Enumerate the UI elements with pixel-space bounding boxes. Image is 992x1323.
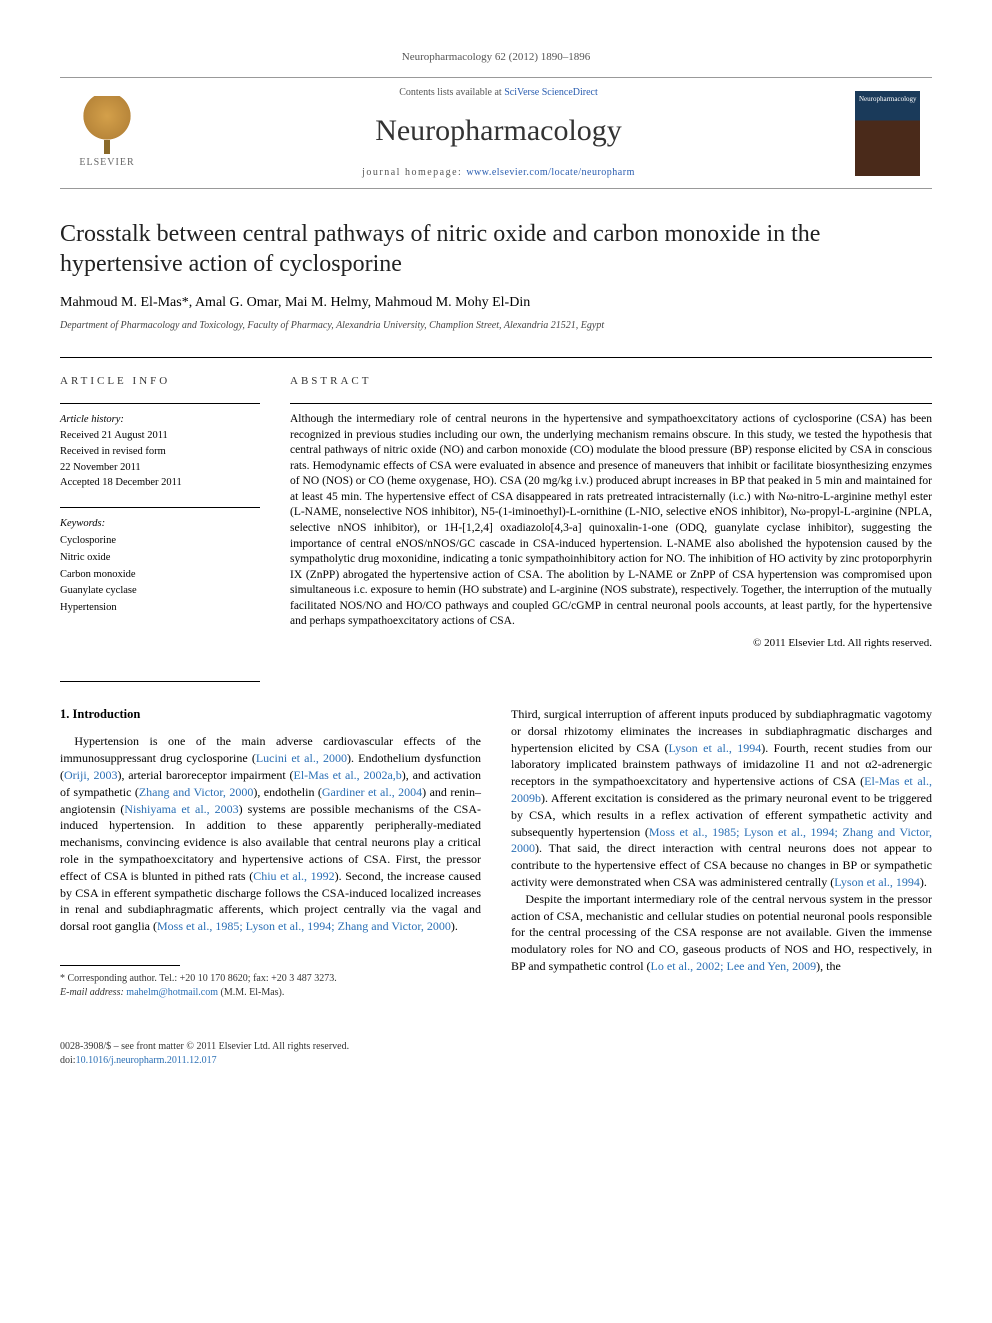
- abstract-copyright: © 2011 Elsevier Ltd. All rights reserved…: [290, 636, 932, 651]
- authors-list: Mahmoud M. El-Mas*, Amal G. Omar, Mai M.…: [60, 293, 932, 313]
- affiliation: Department of Pharmacology and Toxicolog…: [60, 319, 932, 333]
- citation-link[interactable]: Nishiyama et al., 2003: [124, 802, 238, 816]
- history-received: Received 21 August 2011: [60, 430, 168, 441]
- text-run: ), arterial baroreceptor impairment (: [117, 768, 293, 782]
- email-link[interactable]: mahelm@hotmail.com: [126, 987, 218, 998]
- journal-cover-thumbnail: Neuropharmacology: [855, 91, 920, 176]
- keyword: Guanylate cyclase: [60, 585, 137, 596]
- article-history: Article history: Received 21 August 2011…: [60, 403, 260, 491]
- publisher-name: ELSEVIER: [79, 156, 134, 170]
- journal-homepage: journal homepage: www.elsevier.com/locat…: [162, 166, 835, 180]
- homepage-label: journal homepage:: [362, 167, 466, 178]
- abstract-text: Although the intermediary role of centra…: [290, 403, 932, 629]
- doi-prefix: doi:: [60, 1055, 76, 1066]
- article-title: Crosstalk between central pathways of ni…: [60, 219, 932, 279]
- contents-availability: Contents lists available at SciVerse Sci…: [162, 86, 835, 100]
- publisher-logo: ELSEVIER: [72, 93, 142, 173]
- body-paragraph: Hypertension is one of the main adverse …: [60, 733, 481, 935]
- sciencedirect-link[interactable]: SciVerse ScienceDirect: [504, 87, 598, 98]
- keyword: Nitric oxide: [60, 552, 110, 563]
- email-label: E-mail address:: [60, 987, 126, 998]
- history-label: Article history:: [60, 412, 260, 428]
- body-paragraph: Third, surgical interruption of afferent…: [511, 706, 932, 891]
- keyword: Cyclosporine: [60, 535, 116, 546]
- issn-doi-block: 0028-3908/$ – see front matter © 2011 El…: [60, 1040, 349, 1068]
- availability-prefix: Contents lists available at: [399, 87, 504, 98]
- journal-name: Neuropharmacology: [162, 110, 835, 152]
- keyword: Hypertension: [60, 602, 117, 613]
- section-divider: [60, 681, 260, 682]
- citation-link[interactable]: Chiu et al., 1992: [253, 869, 334, 883]
- corresponding-author-footnote: * Corresponding author. Tel.: +20 10 170…: [60, 965, 481, 1000]
- doi-link[interactable]: 10.1016/j.neuropharm.2011.12.017: [76, 1055, 217, 1066]
- citation-link[interactable]: Zhang and Victor, 2000: [139, 785, 254, 799]
- citation-link[interactable]: Lucini et al., 2000: [256, 751, 347, 765]
- elsevier-tree-icon: [82, 96, 132, 146]
- email-suffix: (M.M. El-Mas).: [218, 987, 284, 998]
- abstract-heading: ABSTRACT: [290, 374, 932, 389]
- keywords-block: Keywords: Cyclosporine Nitric oxide Carb…: [60, 507, 260, 617]
- text-run: ).: [920, 875, 927, 889]
- history-revised: Received in revised form: [60, 446, 166, 457]
- section-heading: 1. Introduction: [60, 706, 481, 724]
- text-run: ).: [451, 919, 458, 933]
- text-run: ), endothelin (: [253, 785, 322, 799]
- keywords-label: Keywords:: [60, 516, 260, 533]
- body-paragraph: Despite the important intermediary role …: [511, 891, 932, 975]
- keyword: Carbon monoxide: [60, 569, 136, 580]
- history-revised-date: 22 November 2011: [60, 462, 141, 473]
- journal-reference: Neuropharmacology 62 (2012) 1890–1896: [60, 50, 932, 65]
- text-run: ), the: [816, 959, 841, 973]
- citation-link[interactable]: Gardiner et al., 2004: [322, 785, 422, 799]
- issn-line: 0028-3908/$ – see front matter © 2011 El…: [60, 1040, 349, 1054]
- history-accepted: Accepted 18 December 2011: [60, 477, 182, 488]
- citation-link[interactable]: Moss et al., 1985; Lyson et al., 1994; Z…: [157, 919, 451, 933]
- citation-link[interactable]: Lyson et al., 1994: [668, 741, 761, 755]
- citation-link[interactable]: Oriji, 2003: [64, 768, 117, 782]
- corr-tel-fax: * Corresponding author. Tel.: +20 10 170…: [60, 972, 481, 986]
- homepage-link[interactable]: www.elsevier.com/locate/neuropharm: [466, 167, 635, 178]
- journal-header: ELSEVIER Contents lists available at Sci…: [60, 77, 932, 189]
- citation-link[interactable]: El-Mas et al., 2002a,b: [293, 768, 401, 782]
- citation-link[interactable]: Lo et al., 2002; Lee and Yen, 2009: [651, 959, 817, 973]
- citation-link[interactable]: Lyson et al., 1994: [834, 875, 920, 889]
- article-info-heading: ARTICLE INFO: [60, 374, 260, 389]
- cover-title: Neuropharmacology: [859, 95, 916, 105]
